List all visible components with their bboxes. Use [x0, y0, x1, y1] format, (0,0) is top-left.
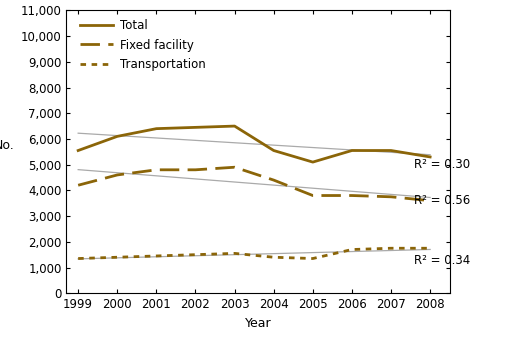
Text: R² = 0.56: R² = 0.56 — [414, 194, 471, 207]
Y-axis label: No.: No. — [0, 139, 14, 152]
Text: R² = 0.34: R² = 0.34 — [414, 254, 471, 267]
Legend: Total, Fixed facility, Transportation: Total, Fixed facility, Transportation — [80, 19, 206, 71]
Text: R² = 0.30: R² = 0.30 — [414, 158, 471, 171]
X-axis label: Year: Year — [245, 317, 271, 330]
